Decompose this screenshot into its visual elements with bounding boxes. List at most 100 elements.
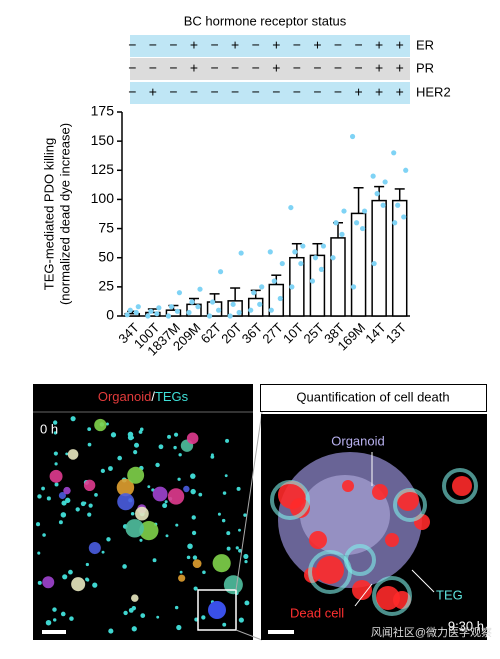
teg-cell (179, 570, 183, 574)
teg-cell (41, 486, 45, 491)
status-sign: + (375, 84, 383, 100)
teg-cell (152, 558, 157, 563)
data-point (289, 284, 295, 290)
organoid-cell (127, 466, 145, 484)
teg-cell (238, 528, 241, 532)
teg-cell (155, 462, 160, 468)
teg-cell (65, 452, 69, 456)
y-tick-label: 0 (106, 307, 114, 323)
zoom-line (235, 629, 263, 641)
status-sign: − (293, 84, 301, 100)
status-name: PR (416, 60, 434, 75)
status-sign: + (354, 84, 362, 100)
teg-cell (88, 503, 93, 508)
organoid-cell (116, 478, 135, 497)
y-tick-label: 75 (98, 219, 114, 235)
data-point (165, 313, 172, 319)
data-point (349, 133, 356, 140)
teg-cell (108, 628, 114, 634)
teg-cell (69, 616, 74, 621)
teg-cell (224, 474, 228, 478)
scale-bar (268, 630, 294, 634)
teg-cell (35, 522, 41, 527)
organoid-cell (71, 577, 86, 592)
data-point (330, 255, 336, 261)
time-label: 9:30 h (448, 618, 484, 633)
time-label: 0 h (40, 421, 58, 436)
data-point (186, 309, 192, 316)
teg-cell (87, 442, 92, 447)
dead-cell (372, 484, 388, 500)
teg-cell (175, 523, 179, 527)
status-sign: + (190, 60, 198, 76)
data-point (353, 220, 360, 226)
data-point (267, 249, 273, 255)
organoid-cell (192, 559, 202, 569)
y-tick-label: 100 (91, 190, 115, 206)
status-sign: − (210, 37, 218, 53)
teg-cell (139, 538, 143, 542)
teg-cell (221, 518, 226, 523)
teg-cell (176, 624, 182, 631)
data-point (341, 208, 347, 214)
teg-cell (68, 569, 73, 575)
data-point (392, 220, 398, 226)
status-sign: − (169, 37, 177, 53)
data-point (318, 266, 325, 272)
teg-cell (53, 451, 58, 456)
teg (270, 480, 310, 520)
teg-cell (236, 486, 241, 491)
teg-cell (45, 619, 52, 626)
teg-cell (210, 455, 215, 459)
teg-cell (85, 577, 89, 582)
teg-cell (162, 503, 168, 509)
bar (186, 303, 202, 317)
teg-cell (58, 520, 63, 525)
y-tick-label: 50 (98, 248, 114, 264)
data-point (206, 313, 213, 319)
organoid-cell (131, 594, 139, 602)
teg-cell (92, 582, 98, 588)
data-point (259, 284, 265, 290)
status-sign: − (272, 84, 280, 100)
data-point (403, 167, 409, 173)
teg-cell (37, 580, 42, 585)
teg-cell (158, 444, 164, 450)
teg-cell (127, 431, 134, 438)
status-sign: − (231, 60, 239, 76)
teg-cell (131, 626, 137, 632)
title-part: TEGs (155, 389, 189, 404)
data-point (236, 309, 242, 316)
teg-cell (147, 485, 151, 489)
data-point (227, 313, 233, 319)
data-point (361, 208, 368, 214)
teg-cell (54, 482, 59, 487)
bar (391, 199, 408, 317)
dead-cell (352, 580, 372, 600)
teg-cell (238, 617, 244, 623)
teg-cell (52, 607, 57, 612)
status-sign: − (252, 37, 260, 53)
scale-bar (42, 630, 66, 634)
teg-cell (201, 615, 206, 620)
teg-cell (138, 430, 143, 434)
organoid-cell (63, 486, 71, 495)
data-point (333, 220, 339, 226)
organoid-cell (186, 432, 199, 445)
bar (247, 297, 264, 317)
organoid-cell (183, 485, 190, 493)
teg-cell (61, 500, 67, 506)
title-part: Organoid (98, 389, 151, 404)
teg-cell (174, 605, 179, 610)
status-sign: + (313, 37, 321, 53)
teg (344, 544, 376, 576)
status-sign: − (334, 60, 342, 76)
status-sign: − (169, 60, 177, 76)
status-sign: − (128, 84, 136, 100)
zoom-line (235, 411, 263, 591)
teg-cell (164, 500, 168, 504)
teg-cell (133, 450, 138, 455)
teg-cell (105, 422, 109, 426)
teg-cell (244, 560, 248, 564)
teg-cell (173, 445, 177, 450)
